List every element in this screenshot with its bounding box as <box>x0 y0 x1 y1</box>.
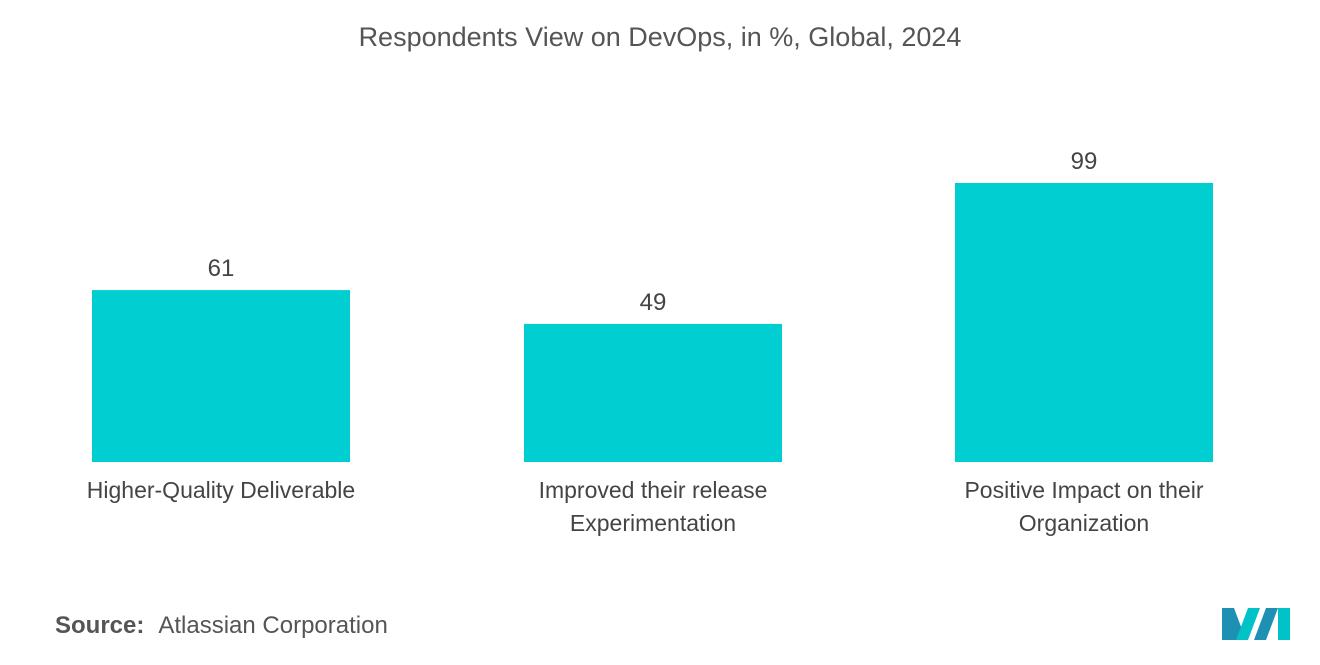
category-label-1: Higher-Quality Deliverable <box>87 477 355 503</box>
mordor-logo-icon <box>1222 608 1290 640</box>
chart-title: Respondents View on DevOps, in %, Global… <box>358 22 962 52</box>
source-note: Source: Atlassian Corporation <box>55 612 388 640</box>
category-label-line: Higher-Quality Deliverable <box>87 477 355 503</box>
data-label-2: 49 <box>640 289 667 316</box>
category-label-line: Organization <box>1019 510 1149 536</box>
category-label-2: Improved their release Experimentation <box>539 477 768 536</box>
data-label-3: 99 <box>1071 148 1098 175</box>
bar-2 <box>524 323 782 462</box>
bar-chart: 61 Higher-Quality Deliverable 49 Improved t… <box>87 148 1213 536</box>
category-label-line: Experimentation <box>570 510 736 536</box>
category-label-line: Improved their release <box>539 477 768 503</box>
category-label-3: Positive Impact on their Organization <box>964 477 1203 536</box>
bar-3 <box>955 183 1213 462</box>
source-label: Source: <box>55 612 145 639</box>
category-label-line: Positive Impact on their <box>964 477 1203 503</box>
source-text: Atlassian Corporation <box>158 612 388 639</box>
bar-1 <box>92 290 350 462</box>
data-label-1: 61 <box>208 255 235 282</box>
